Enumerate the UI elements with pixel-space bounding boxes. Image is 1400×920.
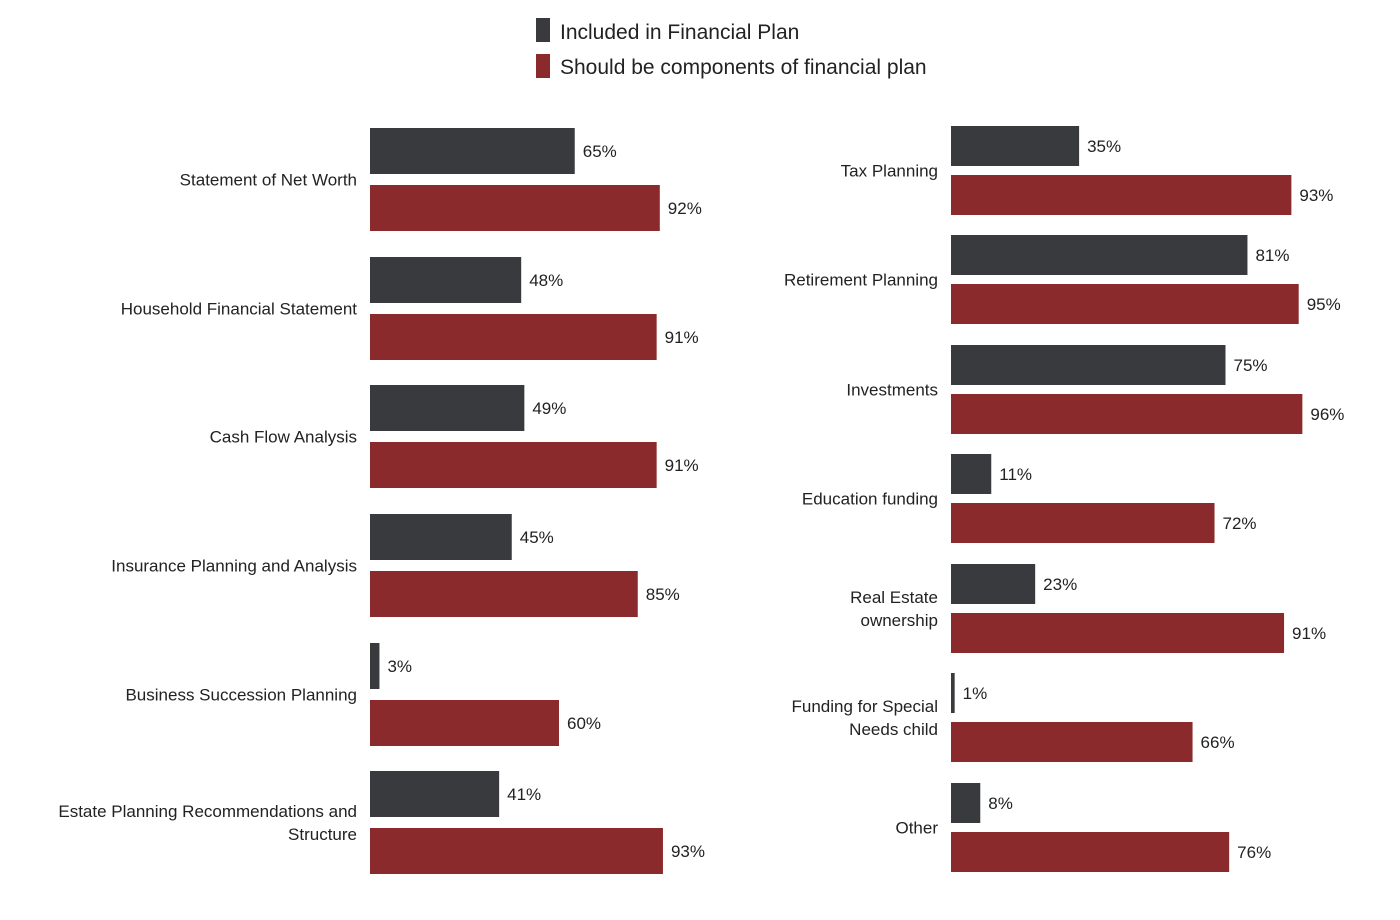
bar-right-0-should-be — [951, 175, 1292, 215]
data-label-right-2-included: 75% — [1234, 356, 1268, 375]
bar-left-2-included — [370, 385, 525, 431]
bar-right-5-should-be — [951, 722, 1193, 762]
bar-right-2-should-be — [951, 394, 1303, 434]
bar-right-3-included — [951, 454, 992, 494]
data-label-right-1-should-be: 95% — [1307, 295, 1341, 314]
bar-left-5-included — [370, 771, 500, 817]
bar-left-4-included — [370, 643, 380, 689]
legend-swatch-should-be — [536, 54, 550, 78]
legend: Included in Financial Plan Should be com… — [536, 18, 927, 79]
bar-left-0-included — [370, 128, 575, 174]
legend-swatch-included — [536, 18, 550, 42]
data-label-left-0-should-be: 92% — [668, 199, 702, 218]
bar-right-6-should-be — [951, 832, 1230, 872]
bar-left-5-should-be — [370, 828, 663, 874]
chart-panel-right: 35% 93% Tax Planning 81% 95% Retirement Plann… — [784, 126, 1344, 872]
data-label-left-0-included: 65% — [583, 142, 617, 161]
bar-right-3-should-be — [951, 503, 1215, 543]
bar-right-4-included — [951, 564, 1036, 604]
data-label-left-5-included: 41% — [507, 785, 541, 804]
legend-label-should-be: Should be components of financial plan — [560, 56, 927, 79]
bar-left-1-included — [370, 257, 522, 303]
legend-label-included: Included in Financial Plan — [560, 21, 799, 44]
data-label-right-4-included: 23% — [1043, 575, 1077, 594]
bar-left-3-should-be — [370, 571, 638, 617]
chart-panel-left: 65% 92% Statement of Net Worth 48% 91% Househ… — [58, 128, 705, 874]
category-label-right-2: Investments — [846, 381, 938, 400]
bar-right-2-included — [951, 345, 1226, 385]
data-label-left-2-included: 49% — [532, 399, 566, 418]
bar-left-2-should-be — [370, 442, 657, 488]
data-label-right-5-should-be: 66% — [1201, 733, 1235, 752]
category-label-left-3: Insurance Planning and Analysis — [111, 557, 357, 576]
data-label-left-5-should-be: 93% — [671, 842, 705, 861]
category-label-left-4: Business Succession Planning — [125, 686, 357, 705]
bar-right-5-included — [951, 673, 955, 713]
bar-right-6-included — [951, 783, 981, 823]
data-label-right-0-included: 35% — [1087, 137, 1121, 156]
category-label-right-4: Real Estate ownership — [850, 588, 938, 630]
data-label-left-3-should-be: 85% — [646, 585, 680, 604]
category-label-right-3: Education funding — [802, 490, 938, 509]
category-label-right-6: Other — [895, 819, 938, 838]
category-label-left-1: Household Financial Statement — [121, 300, 358, 319]
category-label-left-0: Statement of Net Worth — [180, 171, 357, 190]
bar-right-4-should-be — [951, 613, 1285, 653]
bar-right-1-included — [951, 235, 1248, 275]
data-label-left-2-should-be: 91% — [665, 456, 699, 475]
bar-right-0-included — [951, 126, 1080, 166]
category-label-left-5: Estate Planning Recommendations and Struc… — [58, 802, 357, 844]
data-label-right-6-should-be: 76% — [1237, 843, 1271, 862]
bar-left-3-included — [370, 514, 512, 560]
data-label-right-2-should-be: 96% — [1310, 405, 1344, 424]
bar-right-1-should-be — [951, 284, 1299, 324]
category-label-right-5: Funding for Special Needs child — [792, 697, 938, 739]
category-label-right-0: Tax Planning — [841, 162, 938, 181]
data-label-left-4-included: 3% — [387, 657, 412, 676]
category-label-left-2: Cash Flow Analysis — [210, 428, 357, 447]
bar-left-0-should-be — [370, 185, 660, 231]
data-label-right-0-should-be: 93% — [1299, 186, 1333, 205]
data-label-right-1-included: 81% — [1255, 246, 1289, 265]
bar-left-4-should-be — [370, 700, 559, 746]
data-label-right-3-should-be: 72% — [1223, 514, 1257, 533]
data-label-left-3-included: 45% — [520, 528, 554, 547]
data-label-left-1-should-be: 91% — [665, 328, 699, 347]
data-label-right-5-included: 1% — [963, 684, 988, 703]
data-label-right-4-should-be: 91% — [1292, 624, 1326, 643]
data-label-right-3-included: 11% — [999, 465, 1032, 484]
bar-left-1-should-be — [370, 314, 657, 360]
data-label-right-6-included: 8% — [988, 794, 1013, 813]
data-label-left-1-included: 48% — [529, 271, 563, 290]
data-label-left-4-should-be: 60% — [567, 714, 601, 733]
category-label-right-1: Retirement Planning — [784, 271, 938, 290]
